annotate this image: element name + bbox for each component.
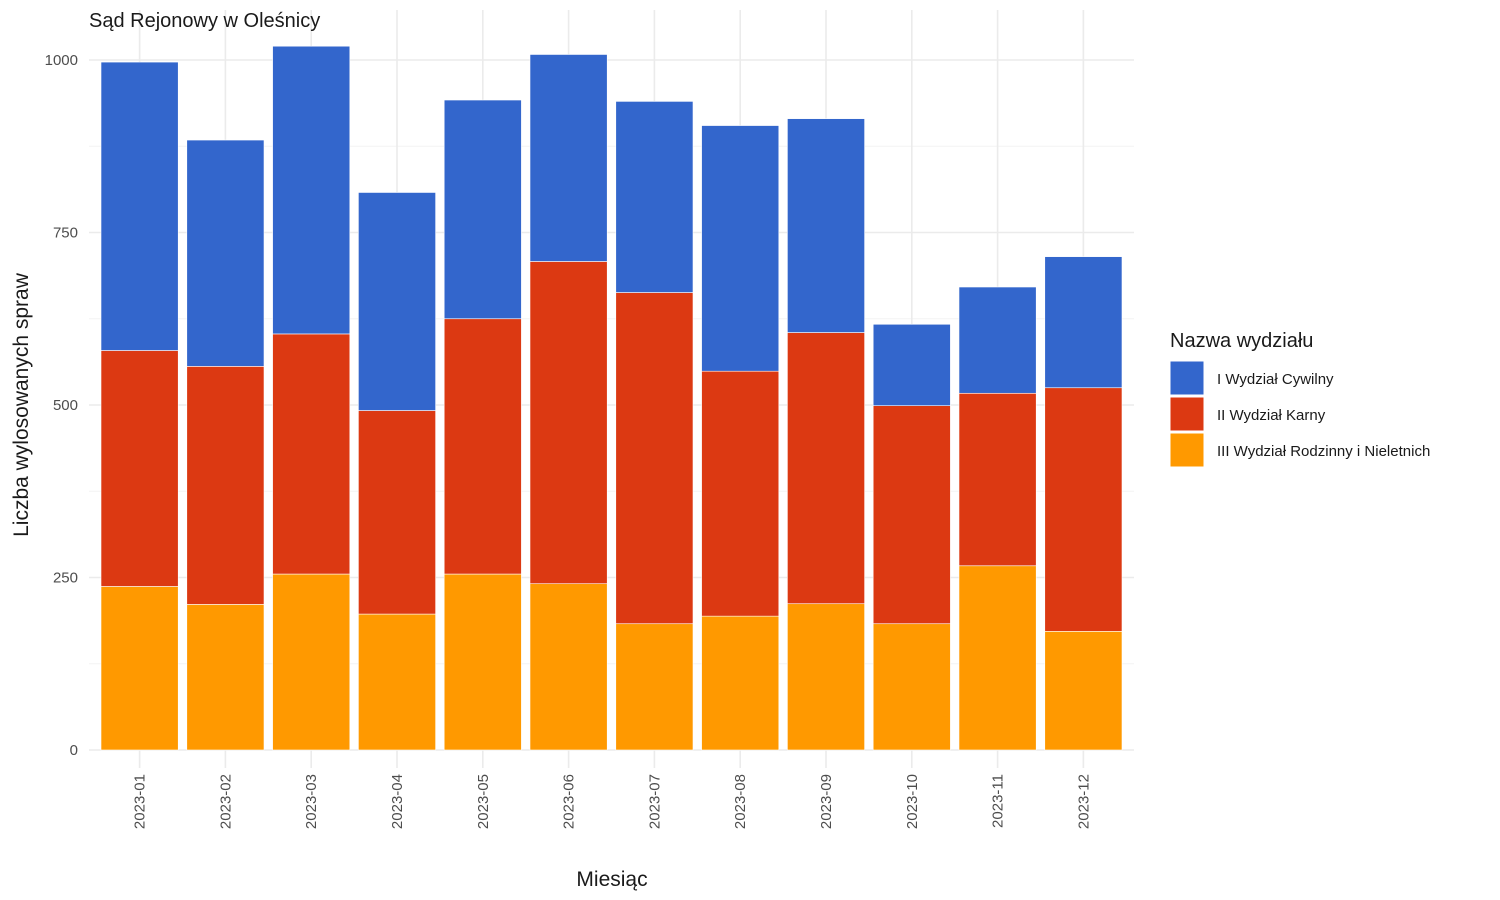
bar-segment <box>615 623 694 751</box>
x-tick-label: 2023-11 <box>990 774 1007 828</box>
bar-segment <box>701 370 780 617</box>
bar-segment <box>1044 631 1123 751</box>
bar-segment <box>186 139 265 367</box>
legend-swatch <box>1169 396 1205 432</box>
legend: Nazwa wydziału I Wydział Cywilny II Wydzi… <box>1169 330 1430 468</box>
bar-segment <box>958 286 1037 394</box>
bar-segment <box>615 292 694 625</box>
bar-segment <box>958 392 1037 567</box>
x-tick-label: 2023-05 <box>475 774 492 829</box>
y-axis-title: Liczba wylosowanych spraw <box>10 272 33 537</box>
bar-segment <box>443 318 522 575</box>
bar-segment <box>787 332 865 605</box>
bar-segment <box>787 118 865 333</box>
bar-segment <box>100 586 179 751</box>
x-tick-label: 2023-07 <box>646 774 663 829</box>
bar-segment <box>443 99 522 320</box>
bar-segment <box>701 125 780 372</box>
bar-segment <box>100 350 179 587</box>
x-tick-label: 2023-12 <box>1075 774 1092 829</box>
bar-segment <box>186 604 265 751</box>
bar-segment <box>443 573 522 751</box>
x-tick-label: 2023-09 <box>818 774 835 829</box>
chart-title: Sąd Rejonowy w Oleśnicy <box>89 10 320 32</box>
bars-layer <box>100 45 1123 751</box>
x-tick-label: 2023-01 <box>132 774 149 829</box>
bar-segment <box>100 61 179 351</box>
bar-segment <box>272 45 351 335</box>
y-tick-label: 0 <box>70 742 78 759</box>
bar-segment <box>615 101 694 293</box>
x-tick-label: 2023-06 <box>561 774 578 829</box>
y-tick-label: 500 <box>53 397 78 414</box>
x-axis-title: Miesiąc <box>576 868 647 891</box>
legend-items: I Wydział Cywilny II Wydział Karny III Wyd… <box>1169 360 1430 468</box>
bar-segment <box>529 54 608 262</box>
bar-segment <box>529 583 608 751</box>
legend-swatch <box>1169 360 1205 396</box>
x-tick-label: 2023-02 <box>217 774 234 829</box>
bar-segment <box>1044 256 1123 389</box>
y-tick-label: 250 <box>53 570 78 587</box>
bar-segment <box>872 623 951 751</box>
bar-segment <box>358 613 436 751</box>
bar-segment <box>787 603 865 751</box>
bar-segment <box>272 573 351 751</box>
x-tick-label: 2023-10 <box>904 774 921 829</box>
bar-segment <box>272 333 351 575</box>
bar-segment <box>1044 387 1123 632</box>
legend-label: III Wydział Rodzinny i Nieletnich <box>1217 443 1430 460</box>
legend-swatch <box>1169 432 1205 468</box>
bar-segment <box>872 323 951 406</box>
y-tick-label: 750 <box>53 225 78 242</box>
x-tick-label: 2023-04 <box>389 774 406 829</box>
bar-segment <box>186 366 265 605</box>
bar-segment <box>358 192 436 411</box>
bar-segment <box>529 261 608 585</box>
bar-segment <box>872 405 951 625</box>
y-tick-label: 1000 <box>45 52 78 69</box>
bar-segment <box>358 410 436 615</box>
x-tick-label: 2023-03 <box>303 774 320 829</box>
x-tick-label: 2023-08 <box>732 774 749 829</box>
x-axis-ticks: 2023-01 2023-02 2023-03 2023-04 2023-05 2023-… <box>132 774 1093 829</box>
legend-label: I Wydział Cywilny <box>1217 371 1334 388</box>
bar-segment <box>701 615 780 751</box>
legend-title: Nazwa wydziału <box>1170 330 1313 352</box>
y-axis-ticks: 0 250 500 750 1000 <box>45 52 78 759</box>
bar-segment <box>958 565 1037 751</box>
legend-label: II Wydział Karny <box>1217 407 1326 424</box>
